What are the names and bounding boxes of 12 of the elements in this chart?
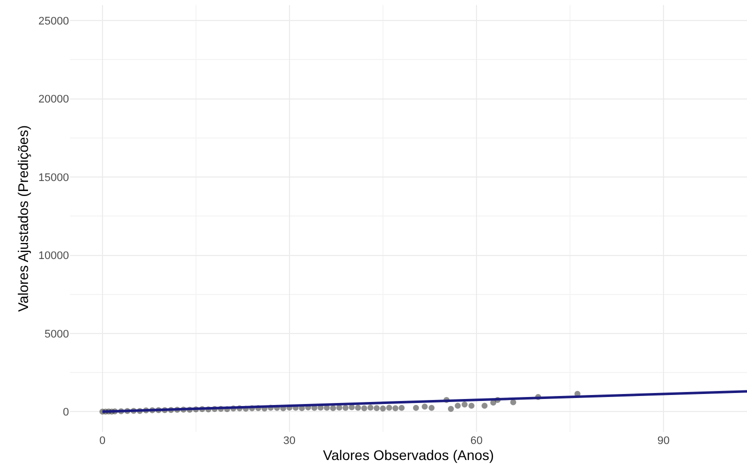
x-tick-label: 0 bbox=[99, 435, 106, 447]
y-axis-title: Valores Ajustados (Predições) bbox=[15, 125, 32, 312]
y-tick-label: 20000 bbox=[38, 94, 69, 106]
x-tick-label: 60 bbox=[470, 435, 483, 447]
y-tick-label: 25000 bbox=[38, 15, 69, 28]
x-axis-title: Valores Observados (Anos) bbox=[323, 447, 494, 463]
y-tick-label: 15000 bbox=[38, 172, 69, 184]
y-tick-label: 0 bbox=[62, 406, 69, 419]
y-tick-label: 10000 bbox=[38, 250, 69, 262]
x-tick-label: 90 bbox=[657, 435, 670, 447]
y-tick-label: 5000 bbox=[44, 328, 69, 340]
x-tick-label: 30 bbox=[283, 435, 296, 447]
